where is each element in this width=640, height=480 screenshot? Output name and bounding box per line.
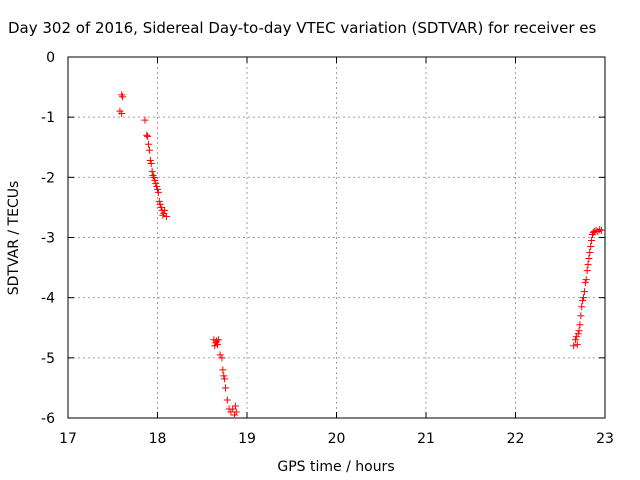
y-tick-label: -6 [41,411,55,427]
data-marks [116,91,605,419]
data-point [596,226,604,234]
data-point [581,279,589,287]
data-point [220,372,228,380]
data-point [213,337,221,345]
data-point [578,303,586,311]
chart-title: Day 302 of 2016, Sidereal Day-to-day VTE… [8,19,597,37]
data-point [118,91,126,99]
data-point [145,146,153,154]
data-point [151,176,159,184]
data-point [154,185,161,193]
data-point [155,197,163,205]
data-point [580,294,588,302]
x-tick-label: 17 [59,431,77,447]
data-point [153,182,161,190]
data-point [147,159,155,167]
x-tick-label: 19 [238,431,256,447]
data-point [146,156,154,164]
data-point [219,366,227,374]
data-point [573,341,581,349]
data-point [575,327,583,335]
data-point [222,384,230,392]
x-tick-label: 20 [328,431,346,447]
data-point [597,226,605,234]
data-point [570,342,578,350]
data-point [157,203,165,211]
x-tick-label: 22 [507,431,525,447]
data-point [216,351,224,359]
data-point [584,261,592,269]
grid [68,57,605,418]
data-point [150,173,158,181]
data-point [152,179,160,187]
y-tick-label: -3 [41,231,55,247]
data-point [577,312,585,320]
data-point [588,230,596,238]
data-point [148,167,156,175]
data-point [143,131,151,139]
data-point [149,172,157,180]
data-point [582,276,590,284]
y-tick-label: -5 [41,351,55,367]
data-point [145,140,153,148]
data-point [586,249,594,257]
data-point [119,93,127,101]
data-point [213,341,221,349]
x-tick-label: 23 [596,431,614,447]
data-point [583,267,591,275]
y-tick-label: -1 [41,110,55,126]
data-point [214,336,222,344]
data-point [572,333,580,341]
data-point [223,396,231,404]
data-point [221,375,229,383]
x-tick-label: 18 [149,431,167,447]
axis-ticks: 17 18 19 20 21 22 23 0 -1 -2 -3 -4 -5 -6 [41,50,614,447]
data-point [232,408,240,416]
y-tick-label: -2 [41,170,55,186]
data-point [144,132,152,140]
x-tick-label: 21 [417,431,435,447]
data-point [159,211,167,219]
data-point [594,227,602,235]
data-point [156,200,164,208]
data-point [588,237,596,245]
x-axis-label: GPS time / hours [277,459,394,475]
y-tick-label: 0 [46,50,55,66]
data-point [162,212,170,220]
y-axis-label: SDTVAR / TECUs [6,181,22,296]
data-point [161,206,169,214]
data-point [574,330,582,338]
data-point [141,116,149,124]
data-point [571,336,579,344]
data-point [218,354,226,362]
data-point [579,297,587,305]
y-tick-label: -4 [41,291,55,307]
data-point [585,255,593,263]
data-point [587,243,595,251]
data-point [230,411,238,419]
data-point [231,402,239,410]
data-point [118,110,126,118]
data-point [154,188,162,196]
data-point [576,321,584,329]
data-point [580,288,588,296]
